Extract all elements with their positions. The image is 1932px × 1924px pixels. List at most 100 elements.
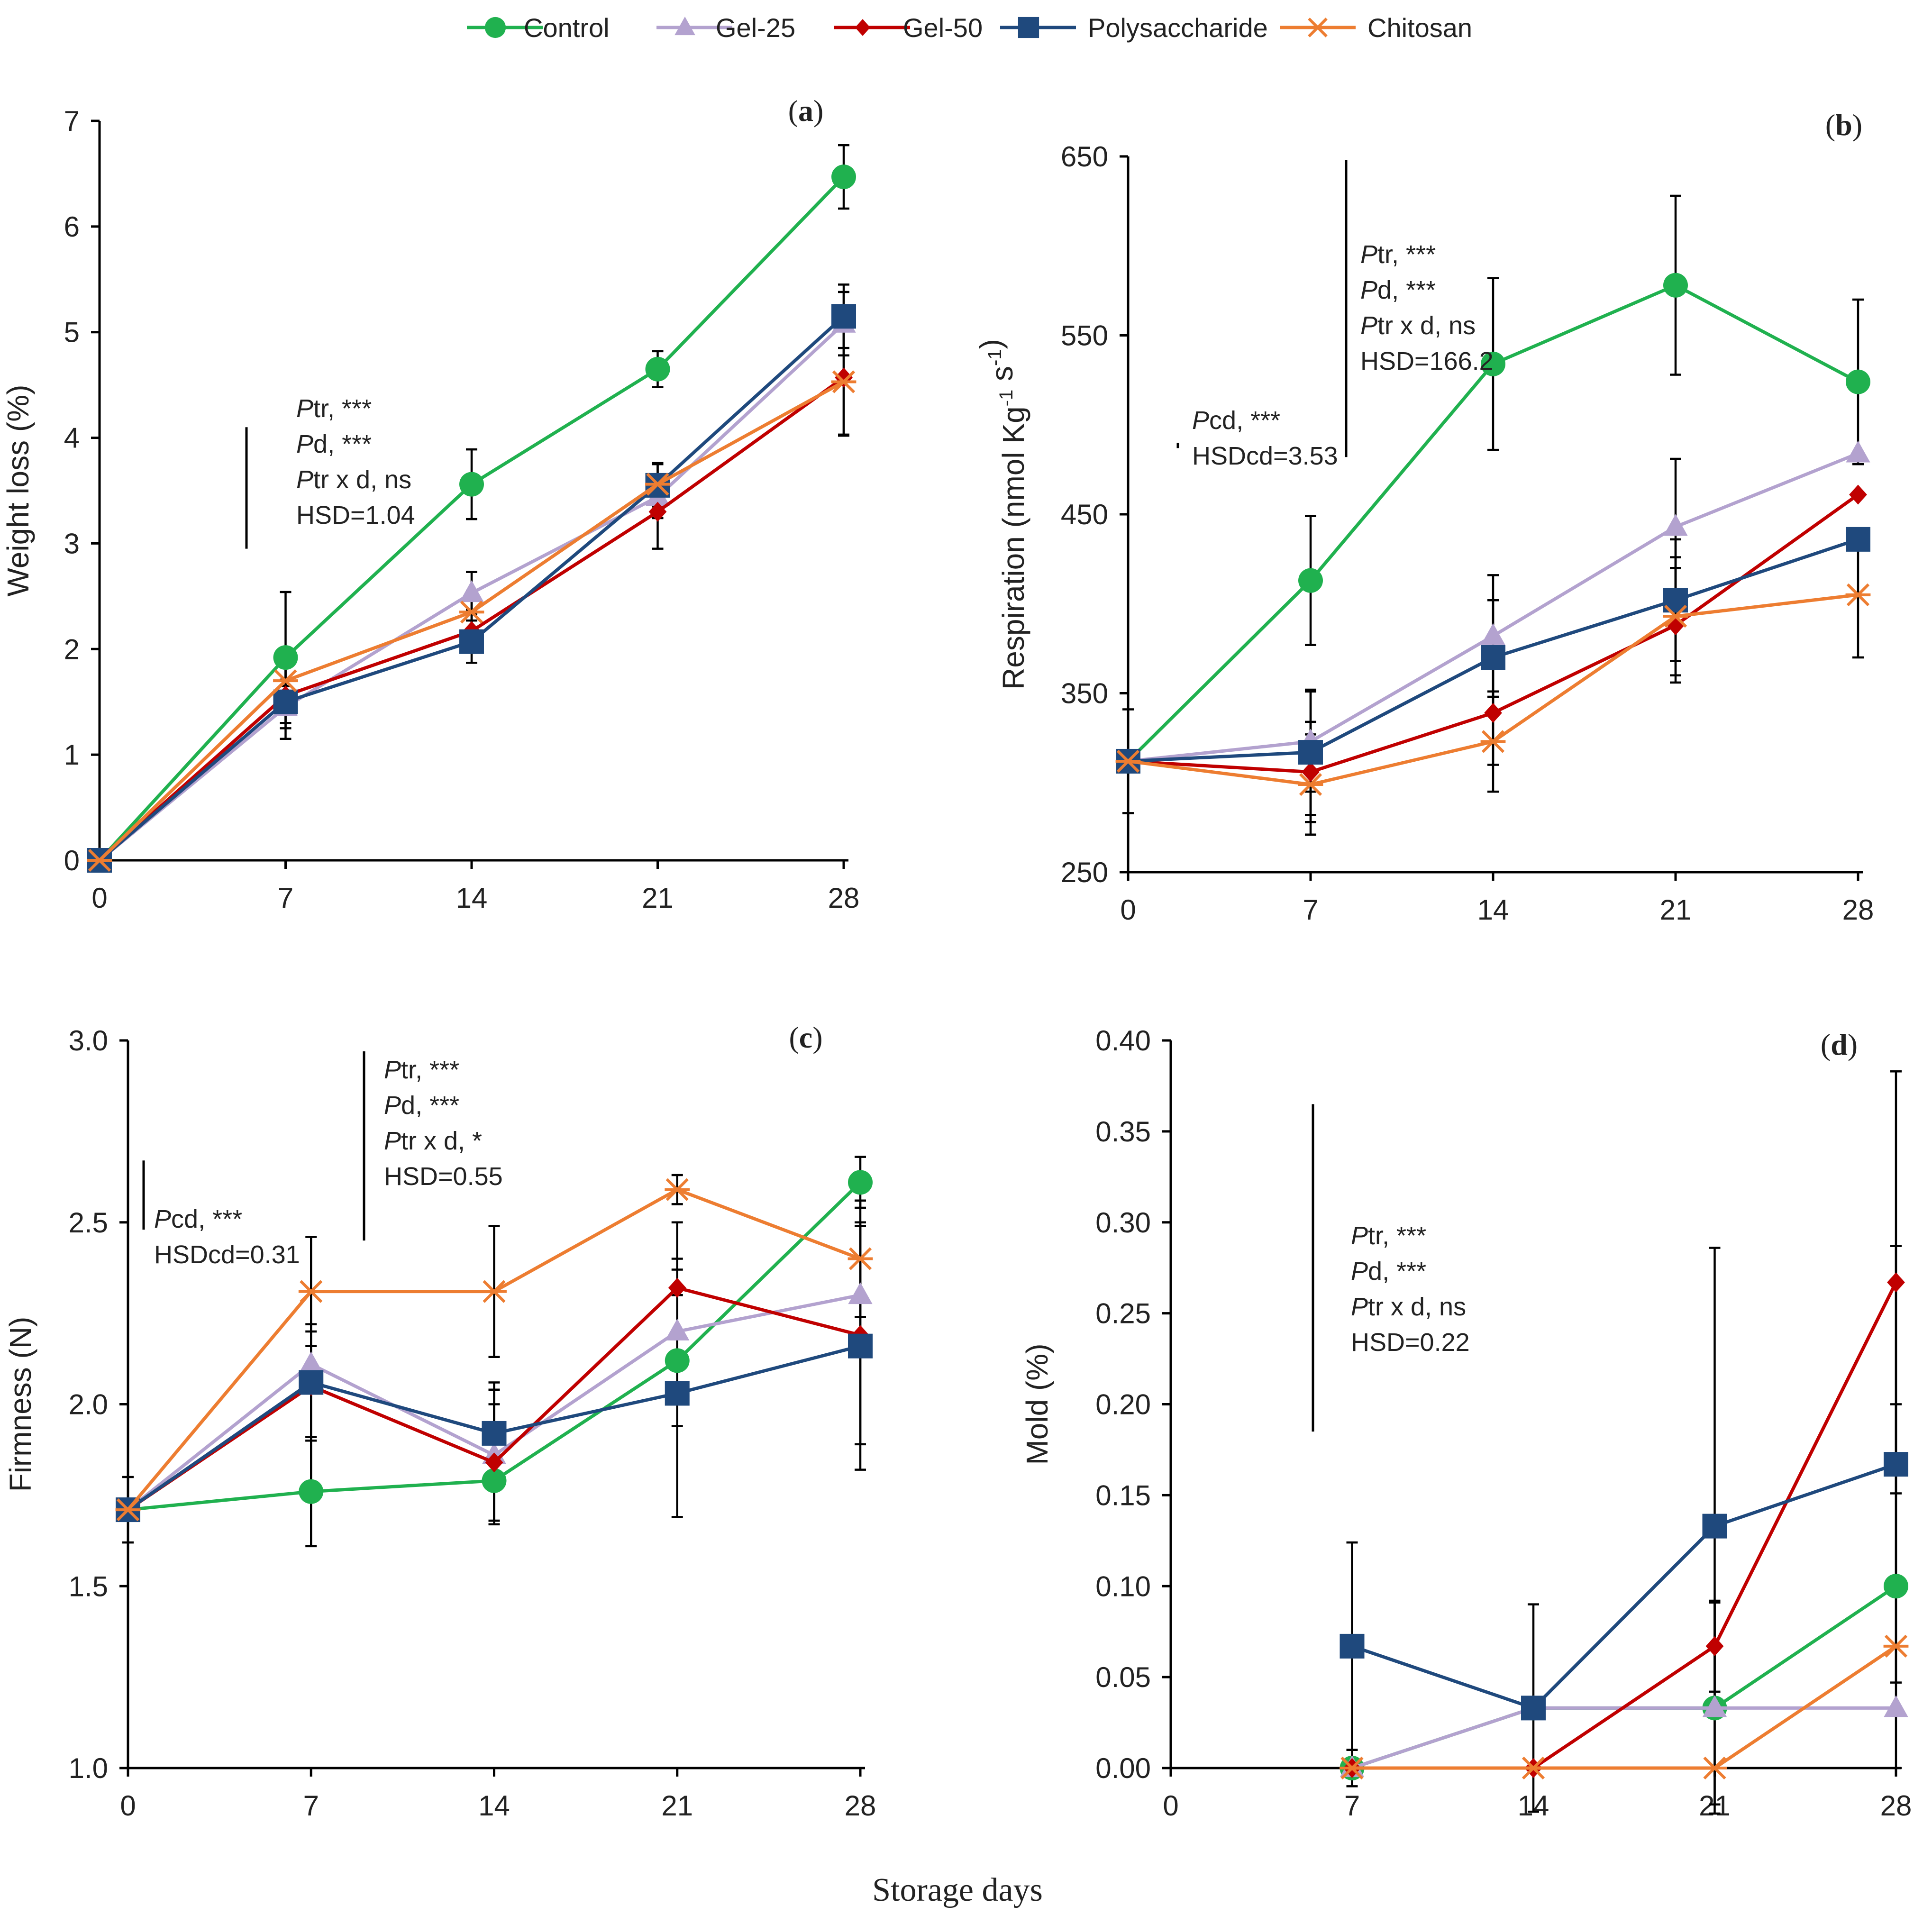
stats-line: Pd, *** — [1351, 1257, 1426, 1286]
stats-line: Ptr, *** — [384, 1056, 459, 1084]
legend-marker-gel-25 — [674, 17, 695, 36]
data-point-chitosan — [273, 669, 298, 693]
y-tick-label: 7 — [64, 105, 80, 137]
y-tick-label: 2.0 — [69, 1389, 108, 1421]
data-point-chitosan — [298, 1280, 324, 1303]
x-tick-label: 7 — [303, 1790, 319, 1822]
y-tick-label: 6 — [64, 211, 80, 243]
y-axis-label: Weight loss (%) — [1, 385, 35, 597]
data-point-chitosan — [1883, 1634, 1909, 1658]
data-point-gel-25 — [1663, 514, 1688, 536]
y-tick-label: 650 — [1061, 141, 1108, 173]
data-point-chitosan — [115, 1498, 141, 1522]
data-point-gel-25 — [1846, 440, 1870, 463]
legend-label-polysaccharide: Polysaccharide — [1088, 13, 1268, 43]
data-point-gel-25 — [459, 580, 484, 602]
error-bars-gel-50 — [305, 1221, 866, 1522]
y-tick-label: 0.25 — [1095, 1298, 1151, 1330]
data-point-control — [1663, 273, 1688, 298]
y-tick-label: 0.00 — [1095, 1752, 1151, 1784]
data-point-polysaccharide — [299, 1370, 324, 1395]
x-tick-label: 21 — [642, 882, 674, 914]
y-tick-label: 250 — [1061, 857, 1108, 888]
data-point-chitosan — [645, 473, 670, 496]
data-point-gel-50 — [1484, 703, 1502, 723]
y-tick-label: 5 — [64, 317, 80, 348]
y-tick-label: 1 — [64, 739, 80, 771]
data-point-chitosan — [1845, 583, 1871, 606]
data-point-gel-50 — [1705, 1636, 1724, 1656]
data-point-control — [1884, 1574, 1908, 1599]
data-point-chitosan — [848, 1247, 873, 1270]
error-bars-polysaccharide — [305, 1221, 866, 1518]
data-point-chitosan — [1663, 605, 1688, 628]
x-tick-label: 7 — [278, 882, 293, 914]
legend-marker-control — [484, 17, 506, 38]
data-point-control — [831, 164, 856, 190]
data-point-control — [1846, 369, 1870, 394]
legend-label-gel-25: Gel-25 — [716, 13, 795, 43]
x-tick-label: 0 — [1120, 894, 1136, 926]
stats-annotation: Ptr, *** Pd, *** Ptr x d, ns HSD=0.22 — [1312, 1104, 1470, 1432]
stats-line: Ptr, *** — [296, 394, 372, 423]
x-tick-label: 7 — [1344, 1790, 1360, 1822]
series-chitosan — [1340, 1634, 1909, 1780]
common-x-axis-label: Storage days — [872, 1872, 1043, 1908]
x-tick-label: 14 — [456, 882, 488, 914]
y-tick-label: 0.10 — [1095, 1570, 1151, 1602]
y-axis-label: Firmness (N) — [3, 1317, 37, 1492]
data-point-control — [299, 1479, 324, 1504]
data-point-polysaccharide — [1702, 1514, 1727, 1539]
panel-label: (d) — [1821, 1028, 1858, 1061]
data-point-gel-50 — [648, 502, 667, 522]
x-tick-label: 21 — [661, 1790, 693, 1822]
data-point-polysaccharide — [848, 1333, 873, 1359]
data-point-chitosan — [1521, 1756, 1546, 1780]
data-point-polysaccharide — [665, 1381, 690, 1406]
series-line-gel-25 — [1351, 1706, 1896, 1770]
data-point-control — [459, 472, 484, 497]
data-point-chitosan — [1115, 749, 1141, 773]
data-point-gel-25 — [1481, 623, 1505, 645]
stats-cd-line: Pcd, *** — [1192, 406, 1280, 435]
legend-marker-gel-50 — [855, 19, 871, 36]
legend: Control Gel-25 Gel-50 Polysaccharide Chitosa… — [467, 13, 1472, 43]
data-point-chitosan — [459, 601, 484, 624]
legend-entry-gel-25: Gel-25 — [656, 13, 795, 43]
panel-d: 0.000.050.100.150.200.250.300.350.400 7 14… — [1020, 1025, 1912, 1822]
y-tick-label: 0.30 — [1095, 1207, 1151, 1239]
data-point-gel-50 — [1887, 1272, 1905, 1293]
stats-cd-line: HSDcd=0.31 — [154, 1240, 300, 1269]
series-control — [1340, 1574, 1908, 1780]
stats-line: Ptr x d, ns — [296, 465, 411, 494]
series-control — [87, 164, 856, 873]
stats-line: Pd, *** — [296, 430, 372, 458]
data-point-gel-25 — [848, 1282, 873, 1304]
y-tick-label: 2.5 — [69, 1207, 108, 1239]
data-point-chitosan — [1480, 730, 1506, 753]
data-point-gel-25 — [1884, 1695, 1908, 1717]
x-tick-label: 21 — [1660, 894, 1692, 926]
x-tick-label: 28 — [828, 882, 860, 914]
stats-line: HSD=166.2 — [1360, 347, 1494, 375]
data-point-control — [848, 1170, 873, 1195]
stats-line: Pd, *** — [1360, 276, 1436, 304]
stats-line: Ptr, *** — [1351, 1222, 1426, 1250]
legend-marker-chitosan — [1307, 18, 1329, 37]
data-point-polysaccharide — [273, 689, 298, 714]
x-tick-label: 7 — [1303, 894, 1318, 926]
data-point-polysaccharide — [1298, 740, 1323, 765]
error-bars-chitosan — [1305, 531, 1864, 836]
panel-c: 1.0 1.5 2.0 2.5 3.0 0 7 14 21 28 Firmness (N) (c) Pt… — [3, 1021, 876, 1822]
data-point-gel-25 — [1702, 1695, 1727, 1717]
legend-marker-polysaccharide — [1018, 17, 1039, 38]
stats-line: HSD=0.55 — [384, 1162, 503, 1191]
legend-label-chitosan: Chitosan — [1367, 13, 1472, 43]
data-point-chitosan — [831, 370, 857, 393]
data-point-polysaccharide — [1481, 645, 1505, 670]
x-tick-label: 0 — [120, 1790, 136, 1822]
y-tick-label: 3.0 — [69, 1025, 108, 1057]
y-tick-label: 550 — [1061, 320, 1108, 352]
y-tick-label: 1.5 — [69, 1570, 108, 1602]
legend-label-gel-50: Gel-50 — [903, 13, 983, 43]
